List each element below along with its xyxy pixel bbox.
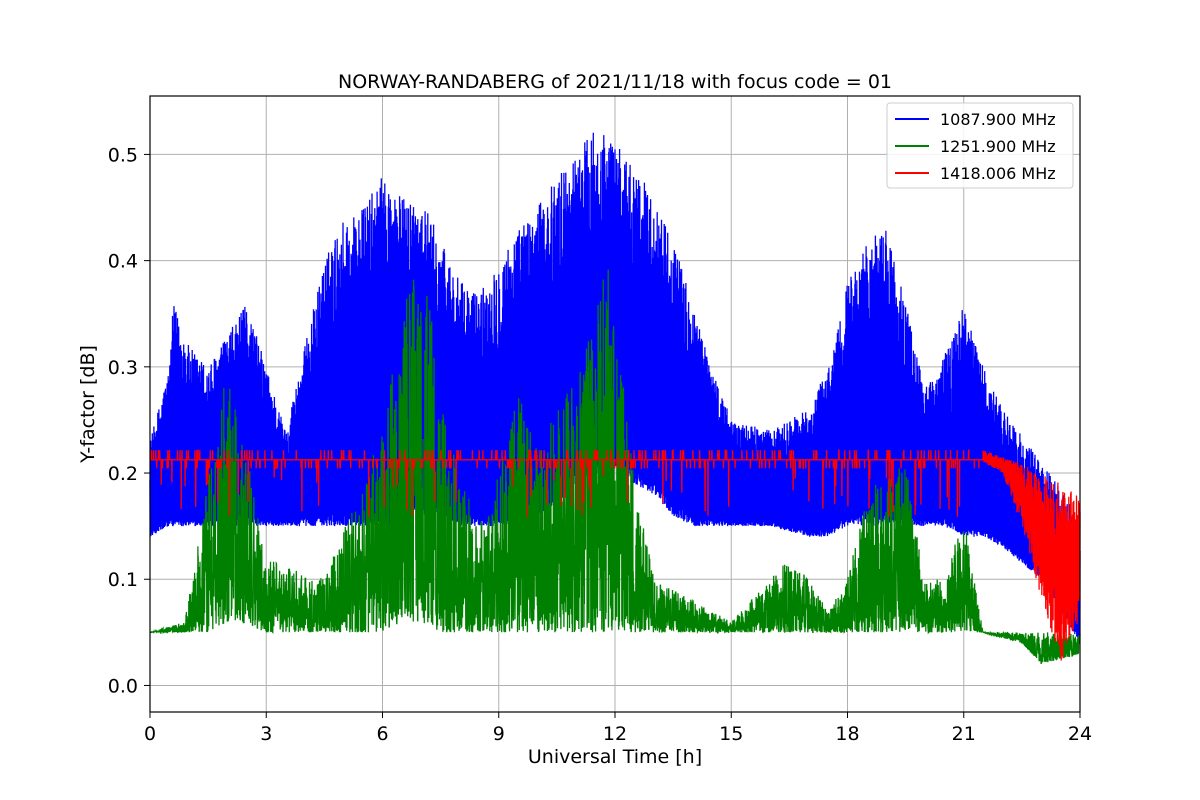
x-tick-label: 3 — [260, 723, 272, 745]
series-layer — [149, 132, 1081, 664]
y-tick-label: 0.2 — [108, 463, 138, 485]
y-tick-label: 0.1 — [108, 569, 138, 591]
series-line-1251-900 — [150, 269, 1081, 664]
legend-entry-label: 1087.900 MHz — [940, 110, 1056, 129]
x-axis-label: Universal Time [h] — [528, 746, 702, 768]
legend-entry-label: 1418.006 MHz — [940, 164, 1056, 183]
y-tick-label: 0.5 — [108, 144, 138, 166]
series-line-1087-900 — [149, 132, 1081, 642]
x-tick-label: 24 — [1068, 723, 1092, 745]
y-tick-label: 0.0 — [108, 675, 138, 697]
x-tick-label: 12 — [603, 723, 627, 745]
x-tick-label: 18 — [835, 723, 859, 745]
ticks: 0 3 6 9 12 15 18 21 24 0.0 0.1 0.2 0.3 0.4 0.5 — [108, 144, 1092, 745]
x-tick-label: 6 — [376, 723, 388, 745]
y-tick-label: 0.4 — [108, 251, 138, 273]
y-tick-label: 0.3 — [108, 357, 138, 379]
x-tick-label: 9 — [493, 723, 505, 745]
legend-box — [886, 102, 1074, 189]
legend: 1087.900 MHz 1251.900 MHz 1418.006 MHz — [886, 102, 1074, 189]
series-line-1418-006 — [150, 449, 1081, 661]
x-tick-label: 21 — [952, 723, 976, 745]
x-tick-label: 15 — [719, 723, 743, 745]
y-axis-label: Y-factor [dB] — [77, 345, 99, 464]
chart-title: NORWAY-RANDABERG of 2021/11/18 with focu… — [338, 71, 892, 93]
legend-entry-label: 1251.900 MHz — [940, 137, 1056, 156]
x-tick-label: 0 — [144, 723, 156, 745]
